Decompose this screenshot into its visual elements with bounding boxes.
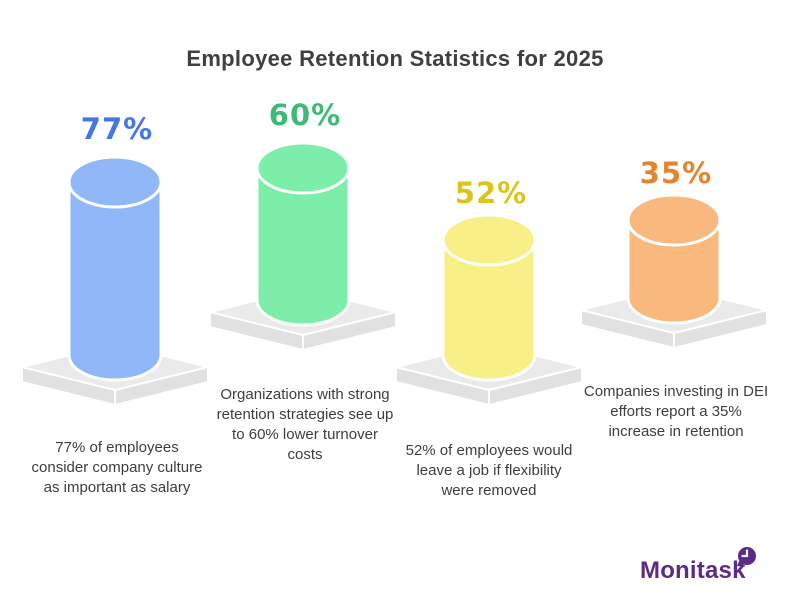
cylinder-top — [626, 193, 722, 247]
caption-60: Organizations with strong retention stra… — [216, 386, 394, 464]
cylinder-top — [255, 141, 351, 195]
caption-35: Companies investing in DEI efforts repor… — [583, 383, 769, 441]
value-label-35: 35% — [639, 156, 713, 190]
chart-title: Employee Retention Statistics for 2025 — [186, 46, 604, 71]
cylinder-chart-52 — [395, 213, 583, 406]
value-label-77: 77% — [80, 112, 154, 146]
value-label-52: 52% — [454, 176, 528, 210]
clock-bubble-tail — [737, 559, 745, 567]
caption-77: 77% of employees consider company cultur… — [31, 439, 203, 497]
cylinder-top — [67, 155, 163, 209]
cylinder-chart-35 — [580, 193, 768, 349]
cylinder-body — [441, 238, 537, 382]
value-label-60: 60% — [268, 98, 342, 132]
cylinder-body — [67, 180, 163, 382]
caption-52: 52% of employees would leave a job if fl… — [405, 442, 573, 500]
brand-name: Monitask — [640, 557, 746, 584]
cylinder-body — [626, 218, 722, 325]
cylinder-chart-60 — [209, 141, 397, 351]
clock-hands — [741, 549, 749, 558]
cylinder-chart-77 — [21, 155, 209, 406]
cylinder-top — [441, 213, 537, 267]
cylinder-body — [255, 166, 351, 327]
clock-icon — [737, 547, 756, 567]
